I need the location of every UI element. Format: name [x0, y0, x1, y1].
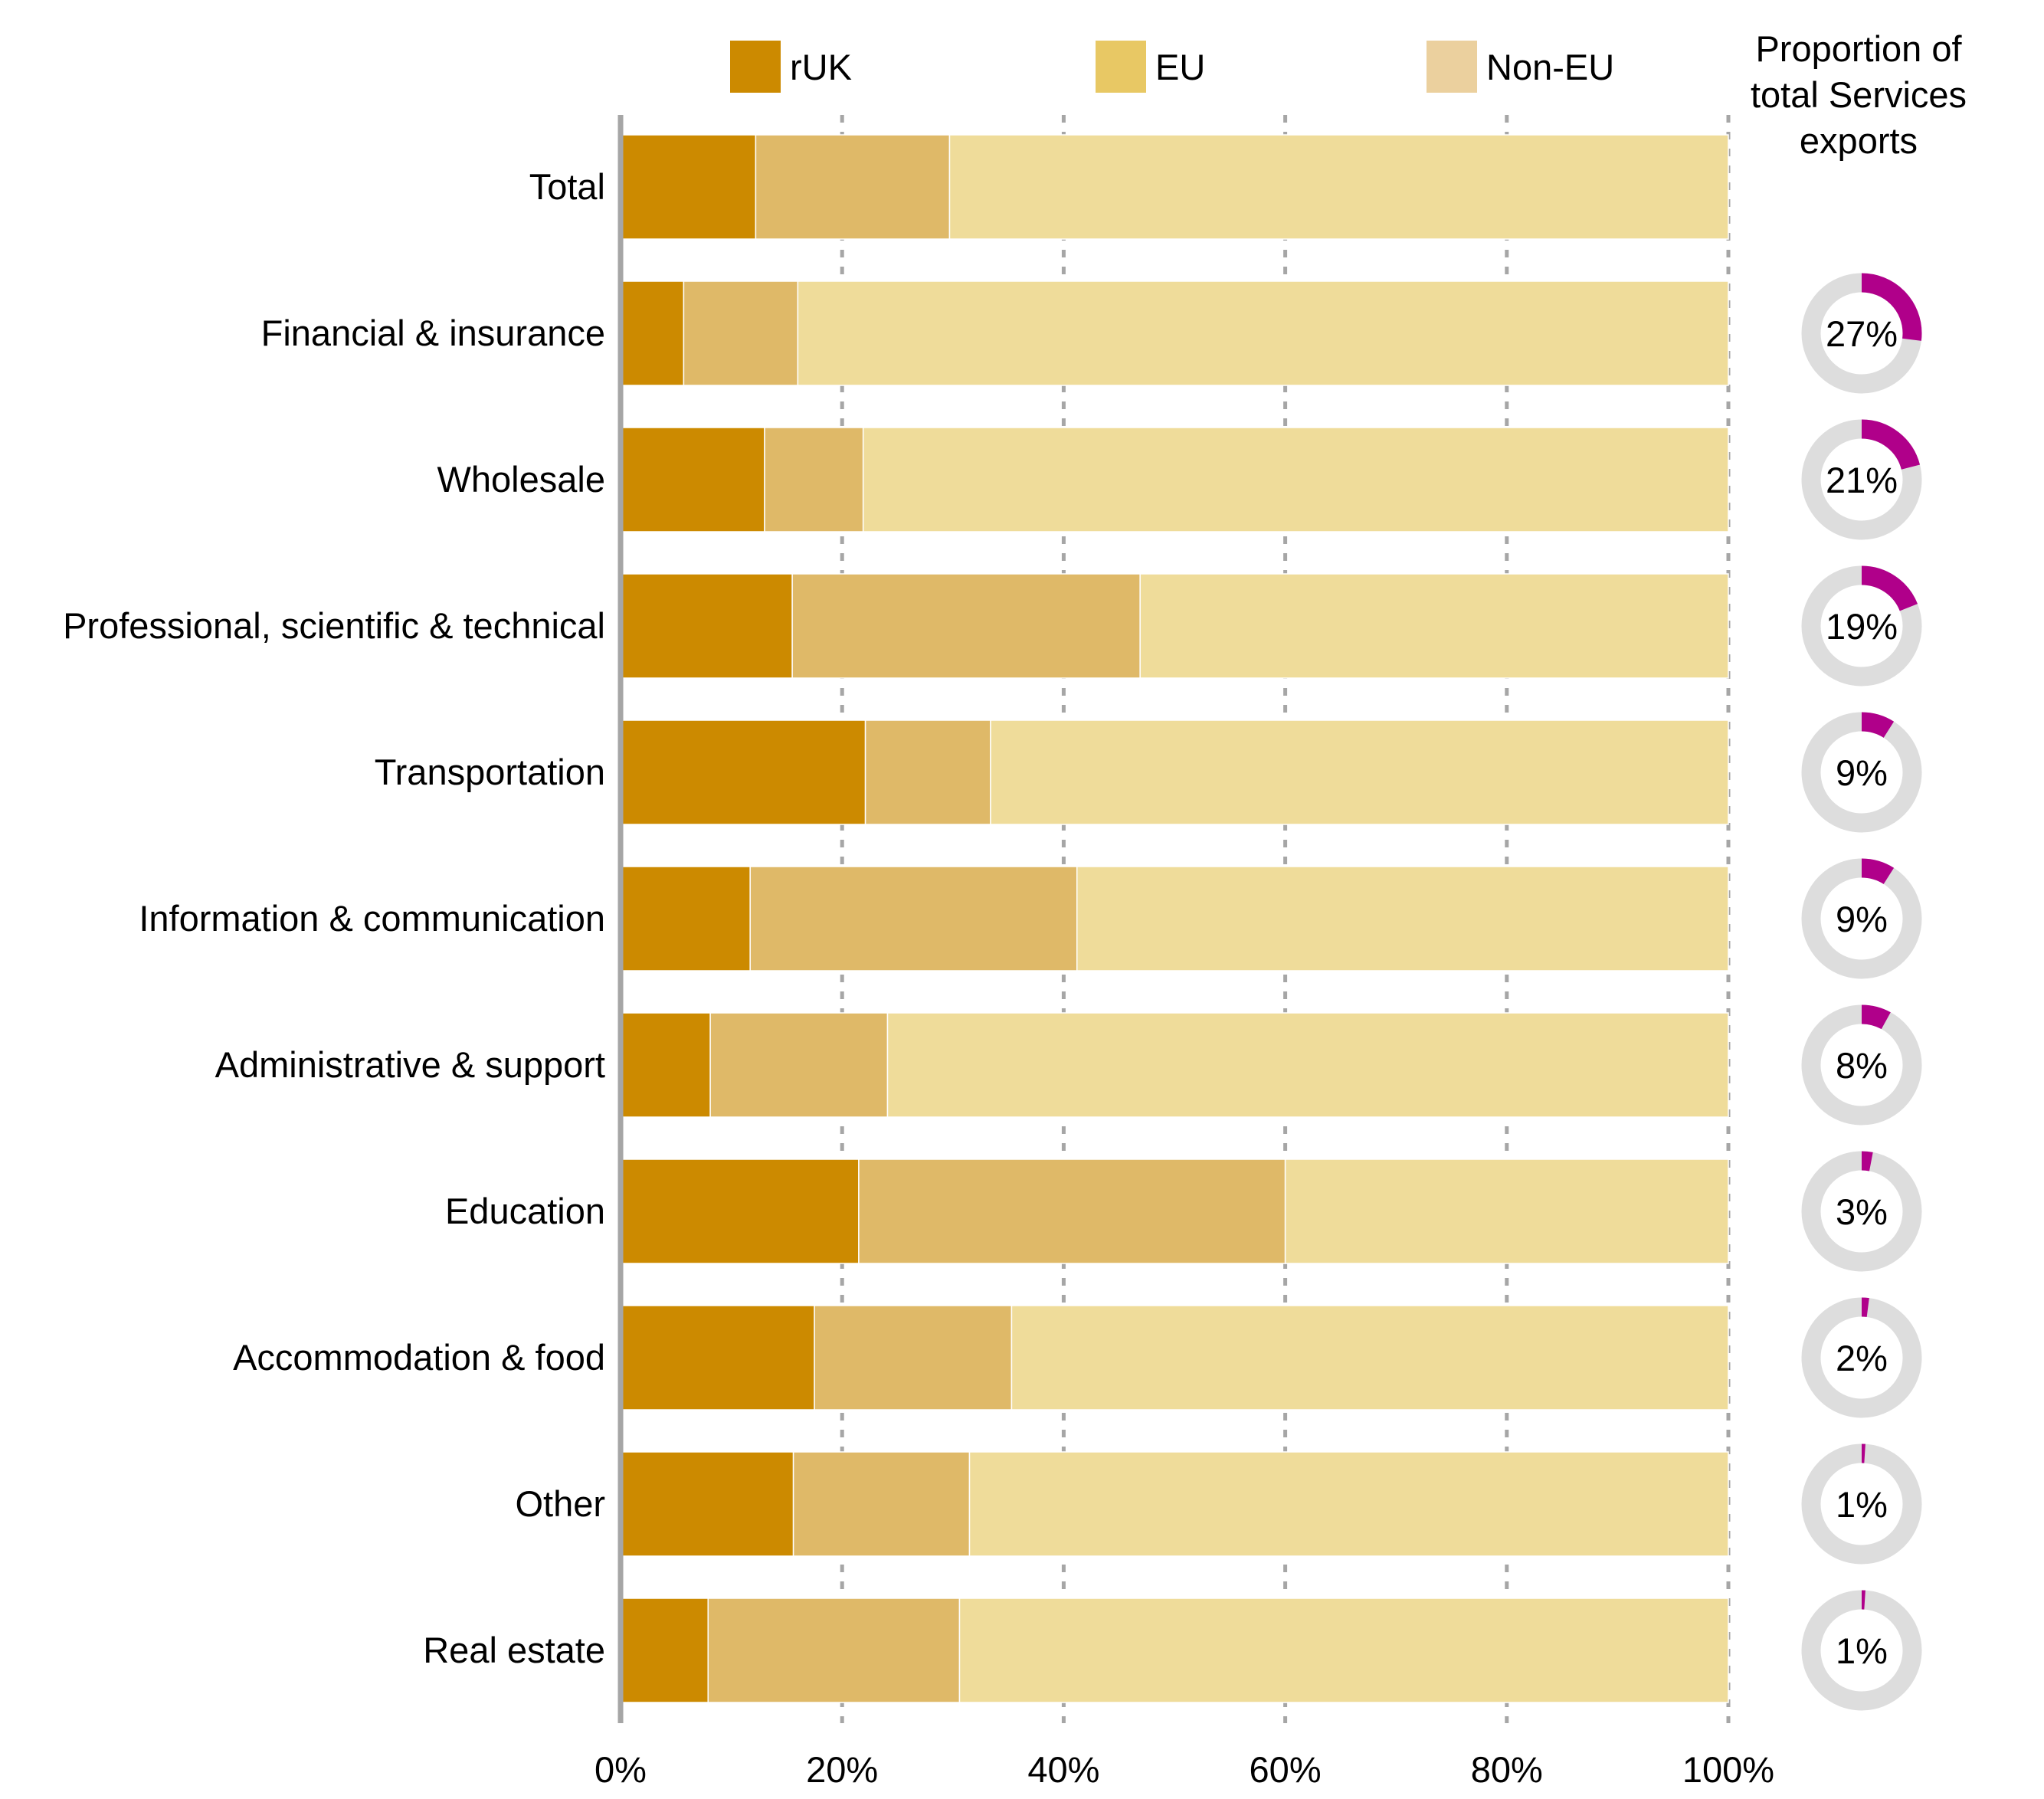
bar-non-eu-10	[958, 1597, 1729, 1703]
donut-value-label: 2%	[1836, 1338, 1888, 1378]
bar-ruk-9	[620, 1451, 794, 1557]
bar-eu-1	[683, 280, 799, 386]
legend-swatch	[730, 41, 781, 93]
bar-non-eu-6	[886, 1012, 1729, 1118]
donut-value-label: 21%	[1826, 460, 1898, 500]
category-label: Other	[515, 1483, 605, 1524]
donut-arc	[1801, 1443, 1922, 1565]
bar-eu-0	[755, 134, 951, 240]
bar-eu-5	[749, 866, 1078, 972]
bar-ruk-1	[620, 280, 685, 386]
legend-label: Non-EU	[1486, 47, 1614, 87]
donut-column-title: Proportion of	[1755, 28, 1962, 69]
bar-non-eu-2	[862, 427, 1729, 532]
donut-value-label: 19%	[1826, 606, 1898, 647]
donut-arc	[1801, 1297, 1922, 1418]
x-tick-label: 0%	[595, 1749, 647, 1790]
donut-arc	[1801, 1004, 1922, 1126]
bar-ruk-4	[620, 719, 866, 825]
donut-arc	[1801, 273, 1922, 394]
category-label: Total	[529, 166, 605, 207]
donut-value-label: 1%	[1836, 1630, 1888, 1671]
category-label: Transportation	[375, 752, 605, 792]
bar-non-eu-1	[797, 280, 1729, 386]
donut-arc	[1801, 419, 1922, 540]
bar-ruk-6	[620, 1012, 711, 1118]
donut-arc	[1801, 1590, 1922, 1711]
category-label: Information & communication	[139, 898, 605, 939]
donut-value-label: 8%	[1836, 1045, 1888, 1086]
bar-ruk-3	[620, 573, 793, 679]
donut-column-title: total Services	[1751, 74, 1967, 115]
category-label: Financial & insurance	[261, 313, 605, 353]
bar-eu-3	[791, 573, 1141, 679]
category-label: Professional, scientific & technical	[63, 605, 605, 646]
bar-non-eu-9	[968, 1451, 1729, 1557]
x-tick-label: 80%	[1471, 1749, 1543, 1790]
bar-ruk-7	[620, 1158, 860, 1264]
bar-eu-6	[709, 1012, 889, 1118]
donut-arc	[1801, 858, 1922, 979]
bar-ruk-8	[620, 1305, 815, 1411]
category-label: Administrative & support	[215, 1044, 605, 1085]
bar-ruk-5	[620, 866, 751, 972]
x-tick-label: 100%	[1682, 1749, 1774, 1790]
x-tick-label: 40%	[1027, 1749, 1099, 1790]
donut-value-label: 3%	[1836, 1191, 1888, 1232]
bar-non-eu-0	[948, 134, 1729, 240]
donut-column-title: exports	[1800, 120, 1918, 161]
bar-non-eu-5	[1076, 866, 1729, 972]
bar-non-eu-4	[990, 719, 1729, 825]
bar-ruk-0	[620, 134, 757, 240]
legend-swatch	[1096, 41, 1146, 93]
legend-swatch	[1427, 41, 1477, 93]
category-label: Accommodation & food	[233, 1337, 605, 1378]
donut-value-label: 9%	[1836, 899, 1888, 939]
bar-eu-2	[764, 427, 864, 532]
category-label: Wholesale	[437, 459, 605, 500]
bar-non-eu-7	[1284, 1158, 1729, 1264]
bar-eu-9	[792, 1451, 971, 1557]
bar-ruk-2	[620, 427, 765, 532]
donut-value-label: 27%	[1826, 313, 1898, 354]
donut-value-label: 1%	[1836, 1484, 1888, 1525]
bar-eu-8	[814, 1305, 1013, 1411]
bar-non-eu-3	[1139, 573, 1729, 679]
bar-eu-10	[707, 1597, 961, 1703]
donut-arc	[1801, 1151, 1922, 1272]
donut-arc	[1801, 565, 1922, 687]
bar-eu-7	[858, 1158, 1286, 1264]
legend-label: rUK	[790, 47, 852, 87]
category-label: Real estate	[423, 1630, 605, 1670]
bar-non-eu-8	[1011, 1305, 1729, 1411]
x-tick-label: 60%	[1250, 1749, 1322, 1790]
bar-eu-4	[864, 719, 991, 825]
x-tick-label: 20%	[806, 1749, 878, 1790]
category-label: Education	[445, 1191, 605, 1231]
donut-value-label: 9%	[1836, 752, 1888, 793]
bar-ruk-10	[620, 1597, 709, 1703]
donut-arc	[1801, 712, 1922, 833]
legend-label: EU	[1155, 47, 1205, 87]
